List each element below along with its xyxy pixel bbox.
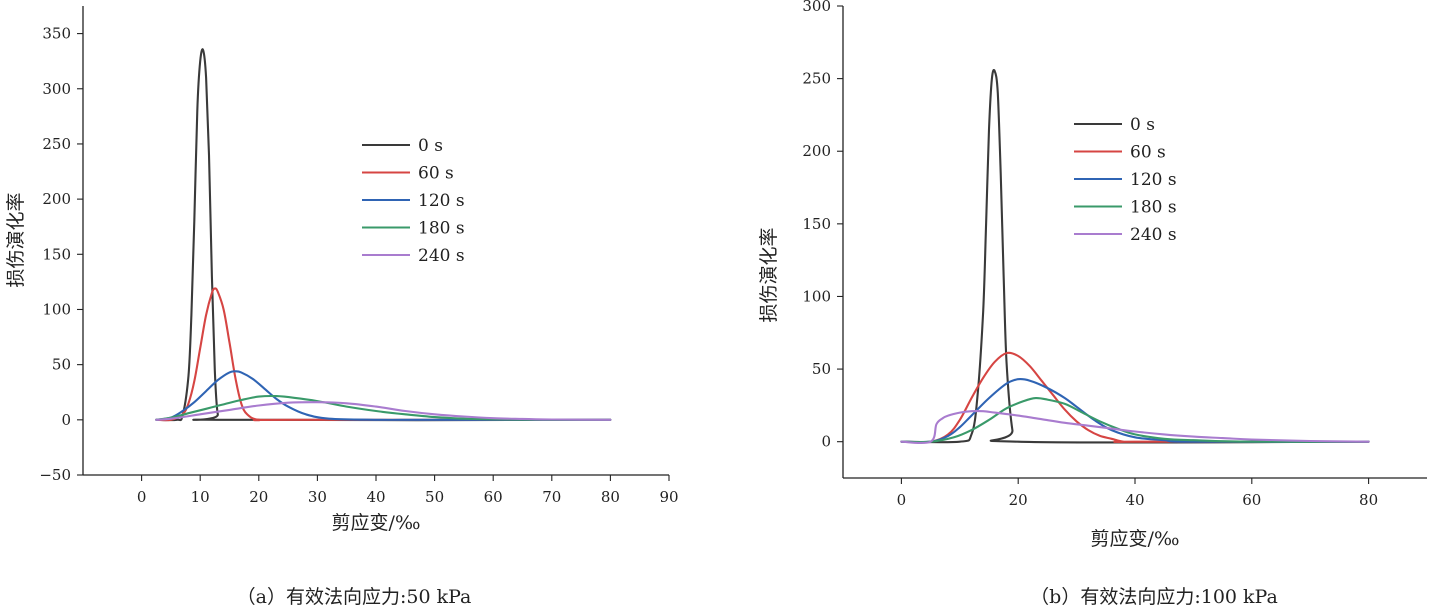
chart-a: 0 10 20 30 40 50 60 70 80 90 −50 0 50 100 150 200 250 300… [5, 6, 679, 608]
series-line-0 [155, 48, 612, 422]
x-tick-label: 60 [484, 488, 503, 506]
x-axis-label: 剪应变/‰ [332, 512, 421, 534]
x-tick-label: 80 [601, 488, 620, 506]
x-tick-label: 0 [137, 488, 147, 506]
x-tick-label: 70 [542, 488, 561, 506]
legend-label-4: 240 s [1130, 225, 1177, 245]
figure-caption: （a）有效法向应力:50 kPa [237, 586, 472, 608]
series-line-0 [900, 68, 1370, 444]
y-tick-label: −50 [39, 466, 71, 484]
legend-label-3: 180 s [1130, 198, 1177, 218]
y-tick-label: 350 [42, 25, 71, 43]
x-tick-label: 60 [1242, 491, 1261, 509]
legend-label-4: 240 s [418, 246, 465, 266]
y-tick-label: 200 [42, 190, 71, 208]
y-tick-label: 150 [42, 245, 71, 263]
legend-label-0: 0 s [418, 136, 443, 156]
y-tick-label: 0 [821, 433, 831, 451]
x-tick-label: 0 [897, 491, 907, 509]
x-tick-label: 30 [308, 488, 327, 506]
x-tick-label: 40 [366, 488, 385, 506]
x-tick-label: 90 [659, 488, 678, 506]
series-line-2 [900, 378, 1370, 444]
series-line-2 [155, 370, 612, 421]
y-axis-label: 损伤演化率 [758, 227, 780, 322]
y-tick-label: 100 [42, 300, 71, 318]
series-line-1 [155, 287, 612, 422]
legend-label-2: 120 s [418, 191, 465, 211]
legend-label-0: 0 s [1130, 115, 1155, 135]
x-tick-label: 40 [1125, 491, 1144, 509]
series-line-1 [900, 351, 1370, 444]
x-tick-label: 10 [191, 488, 210, 506]
y-axis-label: 损伤演化率 [5, 192, 27, 287]
y-tick-label: 100 [802, 287, 831, 305]
y-tick-label: 200 [802, 142, 831, 160]
x-tick-label: 50 [425, 488, 444, 506]
series-line-3 [900, 397, 1370, 444]
y-tick-label: 50 [52, 356, 71, 374]
y-tick-label: 50 [812, 360, 831, 378]
y-tick-label: 250 [42, 135, 71, 153]
y-tick-label: 300 [802, 0, 831, 15]
series-line-4 [900, 410, 1370, 445]
y-tick-label: 150 [802, 215, 831, 233]
figure-caption: （b）有效法向应力:100 kPa [1030, 586, 1278, 608]
legend-label-3: 180 s [418, 219, 465, 239]
x-tick-label: 20 [1009, 491, 1028, 509]
x-axis-label: 剪应变/‰ [1091, 528, 1180, 550]
y-tick-label: 0 [61, 411, 71, 429]
legend-label-1: 60 s [418, 164, 454, 184]
y-tick-label: 300 [42, 80, 71, 98]
legend-label-1: 60 s [1130, 143, 1166, 163]
legend-label-2: 120 s [1130, 170, 1177, 190]
series-line-3 [155, 394, 612, 421]
x-tick-label: 20 [249, 488, 268, 506]
series-line-4 [155, 401, 612, 421]
y-tick-label: 250 [802, 70, 831, 88]
x-tick-label: 80 [1359, 491, 1378, 509]
